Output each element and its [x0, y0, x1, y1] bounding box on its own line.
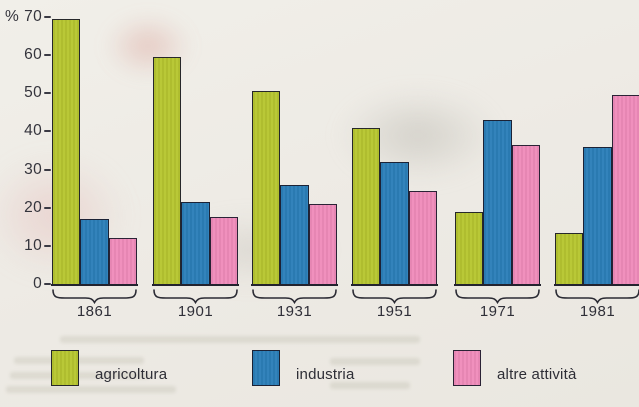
bar-altre-attività-1981: [611, 95, 639, 286]
bar-altre-attività-1931: [308, 203, 337, 286]
y-axis-tick-label: 30: [24, 160, 42, 178]
y-axis-tick-label: 70: [24, 8, 42, 25]
y-axis-tick-label: 60: [24, 46, 42, 64]
x-axis-label-1971: 1971: [479, 303, 516, 320]
bar-agricoltura-1981: [555, 232, 584, 286]
bar-chart: 70 60 50 40 30 20 10 0% 1861 1901 1931 1951 1971 1981: [5, 8, 639, 320]
group-baseline: [554, 284, 639, 286]
y-axis-tick-label: 0: [33, 275, 42, 292]
bar-industria-1901: [181, 201, 210, 286]
y-axis-tick-mark: [44, 168, 51, 171]
bar-industria-1951: [380, 161, 409, 286]
legend-swatch-altre-attività: [453, 350, 481, 386]
x-axis-label-1951: 1951: [376, 303, 413, 320]
bar-industria-1931: [280, 184, 309, 286]
y-axis-tick-mark: [44, 130, 51, 133]
group-brace: [352, 289, 437, 304]
y-axis-tick-label: 10: [24, 236, 42, 254]
group-brace: [153, 289, 238, 304]
y-axis-tick-mark: [44, 16, 51, 18]
group-baseline: [351, 284, 438, 286]
scan-artifact: [10, 372, 150, 379]
y-axis-tick-label: 40: [24, 122, 42, 140]
legend-label-altre-attività: altre attività: [497, 366, 577, 383]
group-brace: [52, 289, 137, 304]
bar-industria-1971: [483, 119, 512, 286]
bar-altre-attività-1861: [108, 238, 137, 286]
group-brace: [455, 289, 540, 304]
bar-agricoltura-1971: [455, 211, 484, 286]
legend-swatch-agricoltura: [51, 350, 79, 386]
scan-artifact: [6, 386, 176, 393]
legend-swatch-industria: [252, 350, 280, 386]
y-axis-tick-mark: [44, 244, 51, 247]
scan-artifact: [14, 357, 144, 364]
bar-industria-1981: [583, 146, 612, 286]
scan-artifact: [330, 382, 410, 389]
group-baseline: [454, 284, 541, 286]
group-brace: [252, 289, 337, 304]
y-axis-tick-mark: [44, 283, 51, 285]
bar-altre-attività-1901: [209, 217, 238, 286]
scan-artifact: [330, 358, 420, 365]
y-axis-tick-label: 50: [24, 84, 42, 102]
y-axis-tick-label: 20: [24, 198, 42, 216]
x-axis-label-1981: 1981: [579, 303, 616, 320]
group-baseline: [51, 284, 138, 286]
x-axis-label-1901: 1901: [177, 303, 214, 320]
group-baseline: [152, 284, 239, 286]
bar-industria-1861: [80, 219, 109, 286]
y-axis-tick-mark: [44, 54, 51, 57]
x-axis-label-1861: 1861: [76, 303, 113, 320]
bar-agricoltura-1861: [52, 18, 81, 286]
bar-agricoltura-1901: [153, 57, 182, 286]
x-axis-label-1931: 1931: [276, 303, 313, 320]
y-axis-tick-mark: [44, 206, 51, 209]
legend-label-agricoltura: agricoltura: [95, 366, 168, 383]
bar-altre-attività-1971: [511, 144, 540, 286]
bar-agricoltura-1931: [252, 91, 281, 286]
legend-label-industria: industria: [296, 366, 355, 383]
group-baseline: [251, 284, 338, 286]
bar-altre-attività-1951: [408, 190, 437, 286]
y-axis-unit-label: %: [5, 8, 19, 25]
group-brace: [555, 289, 639, 304]
bar-agricoltura-1951: [352, 127, 381, 286]
y-axis-tick-mark: [44, 92, 51, 95]
